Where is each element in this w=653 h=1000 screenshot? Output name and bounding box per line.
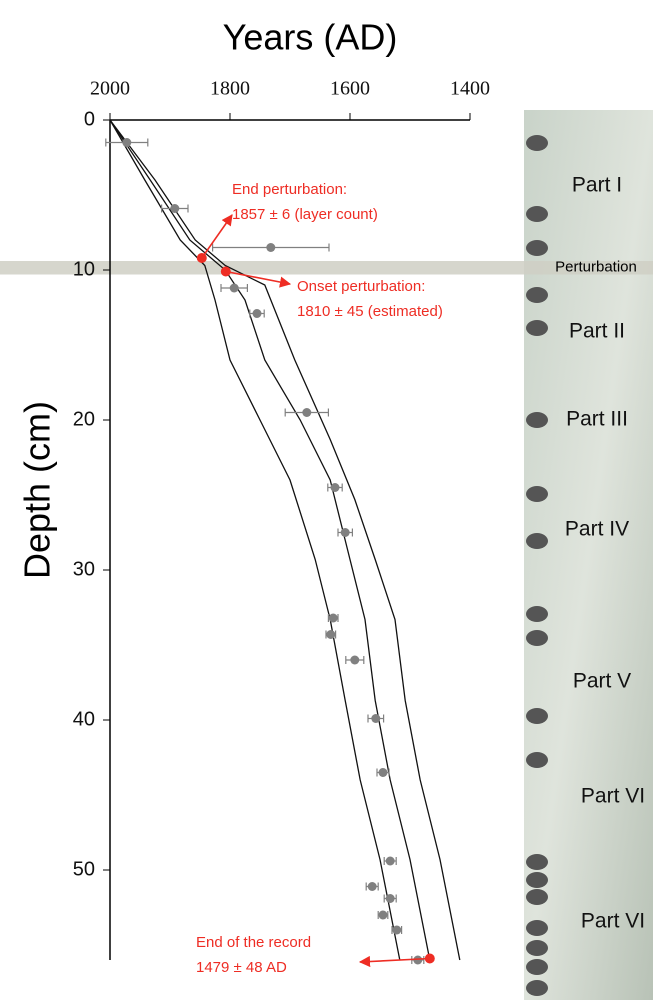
date-point	[266, 243, 276, 252]
band-label: Perturbation	[555, 259, 637, 276]
date-point	[385, 856, 395, 866]
core-part-label: Part III	[566, 408, 628, 431]
y-axis-title: Depth (cm)	[17, 401, 58, 579]
core-part-label: Part V	[573, 670, 631, 693]
core-dots	[526, 135, 548, 996]
date-point	[385, 894, 395, 903]
age-model-line	[109, 119, 431, 961]
x-tick-label: 1600	[330, 78, 370, 100]
date-point	[378, 910, 388, 920]
annotation: End perturbation:	[232, 181, 347, 198]
highlight-point	[220, 266, 231, 277]
y-tick-label: 40	[73, 708, 95, 730]
annotation-arrow	[358, 955, 430, 968]
date-point	[122, 138, 132, 147]
annotation: 1810 ± 45 (estimated)	[297, 303, 443, 320]
y-tick-label: 10	[73, 258, 95, 280]
annotation: 1479 ± 48 AD	[196, 959, 287, 976]
x-tick-label: 1800	[210, 78, 250, 100]
date-point	[326, 630, 336, 639]
y-tick-label: 20	[73, 408, 95, 430]
x-axis-title: Years (AD)	[223, 17, 398, 58]
annotation: 1857 ± 6 (layer count)	[232, 206, 378, 223]
x-tick-label: 1400	[450, 78, 490, 100]
y-tick-label: 30	[73, 558, 95, 580]
annotation: Onset perturbation:	[297, 278, 425, 295]
annotation: End of the record	[196, 934, 311, 951]
date-point	[170, 204, 180, 213]
age-model-line	[109, 119, 461, 961]
date-point	[350, 655, 360, 665]
date-point	[413, 955, 423, 965]
highlight-point	[424, 953, 435, 964]
y-tick-label: 50	[73, 858, 95, 880]
date-point	[378, 768, 388, 777]
y-tick-label: 0	[84, 108, 95, 130]
core-photo	[524, 110, 653, 1000]
core-part-label: Part I	[572, 174, 622, 197]
date-point	[328, 613, 338, 623]
annotation-arrow	[225, 270, 292, 288]
annotation-arrow	[201, 214, 233, 259]
perturbation-band	[0, 261, 653, 275]
date-point	[367, 882, 377, 891]
core-part-label: Part IV	[565, 518, 629, 541]
date-point	[252, 309, 262, 318]
core-part-label: Part II	[569, 320, 625, 343]
date-point	[302, 408, 312, 417]
date-point	[371, 714, 381, 723]
date-point	[229, 283, 239, 293]
x-tick-label: 2000	[90, 78, 130, 100]
date-point	[330, 483, 340, 492]
date-point	[392, 925, 402, 935]
date-point	[340, 528, 350, 537]
age-model-line	[109, 119, 401, 961]
core-part-label: Part VI	[581, 785, 645, 808]
core-part-label: Part VI	[581, 910, 645, 933]
highlight-point	[196, 253, 207, 263]
